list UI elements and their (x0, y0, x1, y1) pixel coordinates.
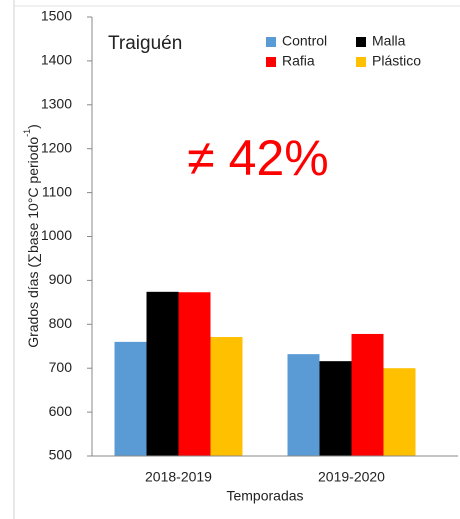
bar (146, 291, 179, 456)
y-tick-label: 900 (49, 271, 73, 287)
y-tick-label: 1300 (41, 96, 72, 112)
x-axis-label: Temporadas (226, 488, 303, 504)
bar (319, 361, 352, 456)
y-tick-label: 800 (49, 315, 73, 331)
bar (114, 341, 147, 456)
bar (287, 354, 320, 456)
y-label-sup: -1 (22, 129, 32, 137)
y-label-close: ) (25, 124, 41, 129)
legend-swatch (266, 37, 276, 47)
legend-swatch (356, 37, 366, 47)
y-tick-label: 1000 (41, 227, 72, 243)
y-tick-label: 1500 (41, 8, 72, 24)
legend-swatch (356, 57, 366, 67)
y-tick-label: 1400 (41, 52, 72, 68)
annotation: ≠ 42% (187, 130, 328, 186)
bar (351, 333, 384, 456)
chart-title: Traiguén (108, 33, 182, 54)
x-tick-label: 2019-2020 (318, 469, 385, 485)
y-tick-label: 700 (49, 359, 73, 375)
y-tick-label: 1100 (42, 183, 72, 199)
x-tick-label: 2018-2019 (145, 469, 212, 485)
bar (383, 368, 416, 456)
y-axis-label: Grados días (∑base 10°C periodo-1) (22, 124, 40, 348)
y-tick-label: 600 (49, 403, 73, 419)
bar (178, 292, 211, 456)
y-label-text: Grados días (∑base 10°C periodo (25, 137, 41, 348)
legend-swatch (266, 57, 276, 67)
bar (210, 337, 243, 456)
legend-label: Control (282, 33, 327, 49)
legend-label: Plástico (372, 53, 421, 69)
legend-label: Malla (372, 33, 406, 49)
y-tick-label: 1200 (41, 139, 72, 155)
legend-label: Rafia (282, 53, 315, 69)
y-tick-label: 500 (49, 447, 73, 463)
